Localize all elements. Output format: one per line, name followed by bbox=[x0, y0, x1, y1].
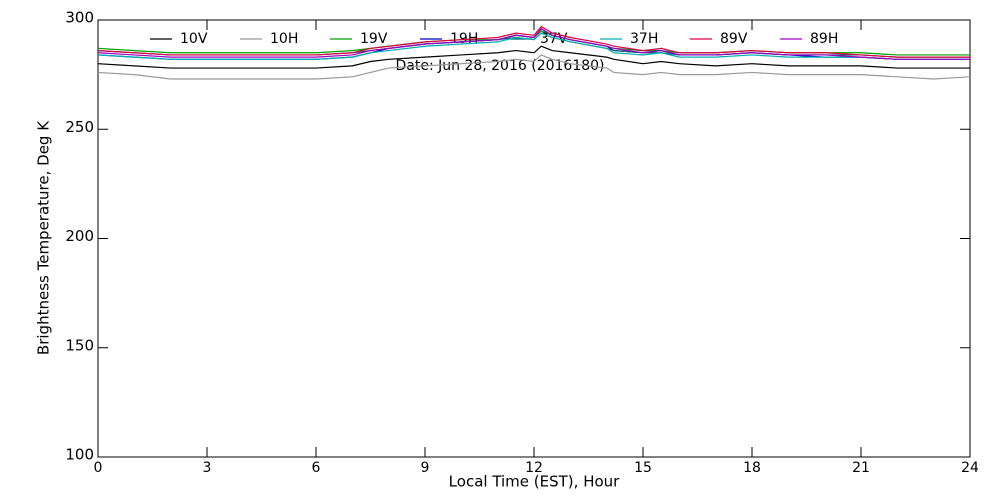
legend-label: 10V bbox=[180, 31, 208, 47]
series-line bbox=[97, 45, 970, 69]
x-tick-label: 18 bbox=[743, 460, 761, 476]
legend-label: 19V bbox=[360, 31, 388, 47]
y-tick-label: 150 bbox=[65, 336, 94, 354]
legend-label: 89H bbox=[810, 31, 838, 47]
y-tick-label: 250 bbox=[65, 118, 94, 136]
chart-title: Date: Jun 28, 2016 (2016180) bbox=[395, 58, 604, 74]
series-line bbox=[97, 32, 970, 60]
x-tick-label: 9 bbox=[421, 460, 430, 476]
y-tick-label: 300 bbox=[65, 9, 94, 27]
y-tick-label: 100 bbox=[65, 446, 94, 464]
x-axis-label: Local Time (EST), Hour bbox=[449, 473, 620, 491]
legend-label: 89V bbox=[720, 31, 748, 47]
x-tick-label: 15 bbox=[634, 460, 652, 476]
x-tick-label: 3 bbox=[203, 460, 212, 476]
x-tick-label: 12 bbox=[525, 460, 543, 476]
x-tick-label: 24 bbox=[961, 460, 979, 476]
series-line bbox=[97, 25, 970, 58]
y-axis-label: Brightness Temperature, Deg K bbox=[35, 120, 53, 355]
series-line bbox=[97, 27, 970, 60]
plot-frame bbox=[97, 19, 971, 458]
series-line bbox=[97, 54, 971, 80]
x-tick-label: 6 bbox=[312, 460, 321, 476]
x-tick-label: 0 bbox=[94, 460, 103, 476]
y-tick-label: 200 bbox=[65, 227, 94, 245]
legend-label: 37H bbox=[630, 31, 658, 47]
legend-label: 10H bbox=[270, 31, 298, 47]
x-tick-label: 21 bbox=[852, 460, 870, 476]
